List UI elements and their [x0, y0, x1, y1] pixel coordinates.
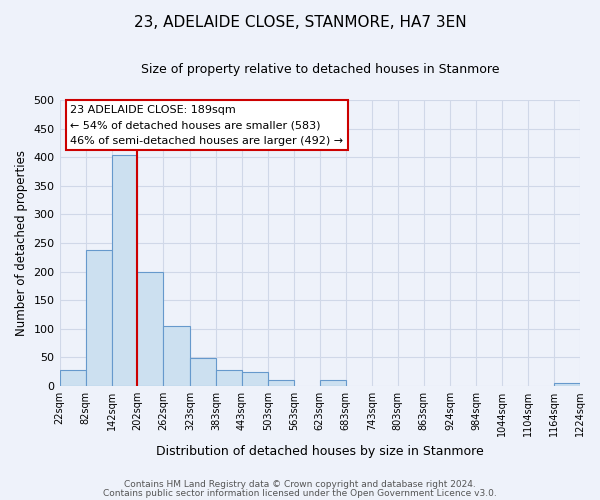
Text: Contains HM Land Registry data © Crown copyright and database right 2024.: Contains HM Land Registry data © Crown c… [124, 480, 476, 489]
Bar [216, 370, 242, 386]
Bar [190, 358, 216, 386]
Bar [242, 372, 268, 386]
X-axis label: Distribution of detached houses by size in Stanmore: Distribution of detached houses by size … [156, 444, 484, 458]
Bar [554, 383, 580, 386]
Bar [137, 272, 163, 386]
Text: 23 ADELAIDE CLOSE: 189sqm
← 54% of detached houses are smaller (583)
46% of semi: 23 ADELAIDE CLOSE: 189sqm ← 54% of detac… [70, 104, 343, 146]
Bar [320, 380, 346, 386]
Bar [112, 155, 137, 386]
Bar [268, 380, 294, 386]
Text: 23, ADELAIDE CLOSE, STANMORE, HA7 3EN: 23, ADELAIDE CLOSE, STANMORE, HA7 3EN [134, 15, 466, 30]
Y-axis label: Number of detached properties: Number of detached properties [15, 150, 28, 336]
Bar [163, 326, 190, 386]
Bar [59, 370, 86, 386]
Title: Size of property relative to detached houses in Stanmore: Size of property relative to detached ho… [140, 62, 499, 76]
Text: Contains public sector information licensed under the Open Government Licence v3: Contains public sector information licen… [103, 488, 497, 498]
Bar [86, 250, 112, 386]
